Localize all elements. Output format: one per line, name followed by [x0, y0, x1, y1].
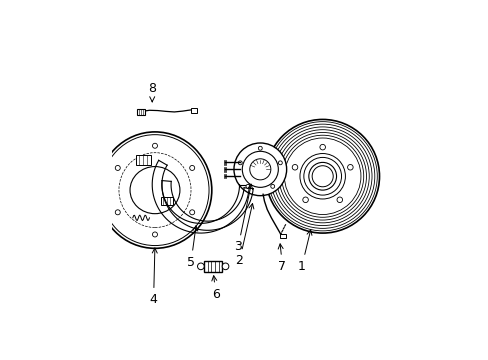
Bar [191, 108, 196, 113]
Ellipse shape [101, 135, 208, 246]
Circle shape [299, 153, 345, 199]
Text: 5: 5 [186, 226, 198, 269]
Circle shape [278, 132, 366, 220]
Bar [137, 109, 144, 115]
Circle shape [270, 124, 374, 228]
Circle shape [152, 232, 157, 237]
Circle shape [258, 146, 262, 150]
Circle shape [311, 166, 332, 187]
Circle shape [222, 263, 228, 270]
Circle shape [245, 184, 249, 188]
Bar [204, 261, 222, 272]
Text: 1: 1 [297, 230, 311, 273]
Circle shape [115, 210, 120, 215]
Circle shape [292, 165, 297, 170]
Circle shape [249, 159, 270, 180]
Circle shape [152, 143, 157, 148]
Bar [240, 154, 280, 185]
Circle shape [308, 162, 336, 190]
Circle shape [302, 197, 308, 203]
Circle shape [265, 120, 379, 233]
Circle shape [189, 166, 194, 170]
Circle shape [278, 161, 282, 165]
Circle shape [189, 210, 194, 215]
Text: 2: 2 [235, 204, 253, 267]
Circle shape [276, 130, 368, 223]
Circle shape [115, 166, 120, 170]
Circle shape [267, 122, 377, 231]
Bar [280, 234, 286, 238]
Circle shape [336, 197, 342, 203]
Circle shape [303, 157, 341, 195]
Ellipse shape [98, 132, 211, 248]
Bar [160, 197, 173, 205]
Ellipse shape [130, 167, 180, 214]
Circle shape [238, 161, 242, 165]
Circle shape [270, 184, 274, 188]
Text: 6: 6 [211, 276, 220, 301]
Text: 3: 3 [234, 184, 252, 253]
Bar [135, 156, 150, 165]
Text: 7: 7 [278, 244, 286, 273]
Text: 8: 8 [148, 82, 156, 102]
Circle shape [233, 143, 286, 195]
Circle shape [281, 135, 363, 217]
Circle shape [347, 165, 352, 170]
Circle shape [197, 263, 204, 270]
Circle shape [284, 138, 360, 215]
Circle shape [319, 144, 325, 150]
Circle shape [273, 127, 371, 226]
Circle shape [242, 151, 278, 187]
Text: 4: 4 [149, 248, 157, 306]
